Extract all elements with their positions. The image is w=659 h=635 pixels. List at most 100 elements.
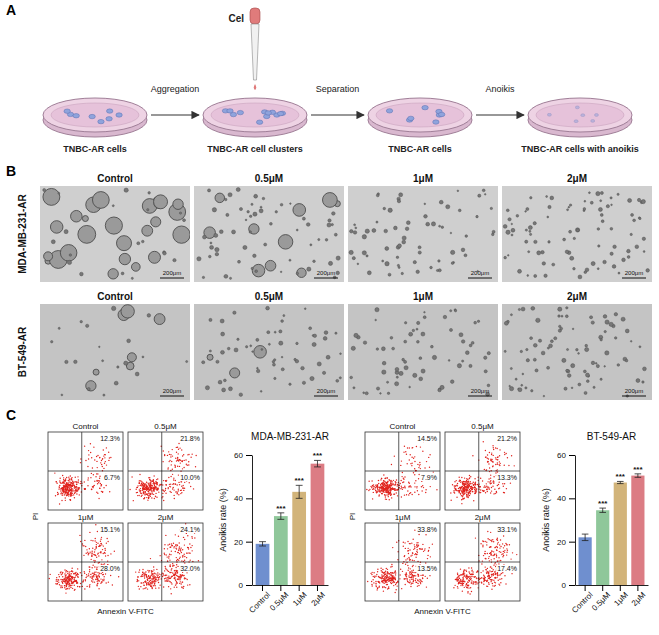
single-cell [365, 229, 369, 233]
flow-event [68, 476, 69, 477]
flow-event [143, 491, 144, 492]
flow-event [97, 553, 98, 554]
flow-event [156, 484, 157, 485]
flow-event [102, 458, 103, 459]
flow-event [61, 585, 62, 586]
flow-event [70, 485, 71, 486]
flow-event [143, 584, 144, 585]
single-cell [401, 272, 403, 274]
single-cell [229, 277, 231, 279]
flow-event [170, 578, 171, 579]
flow-event [181, 449, 182, 450]
flow-event [91, 580, 92, 581]
flow-event [61, 574, 62, 575]
flow-event [69, 580, 70, 581]
flow-event [175, 572, 176, 573]
flow-event [168, 577, 169, 578]
single-cell [326, 355, 330, 359]
label-patch [179, 435, 201, 442]
flow-event [70, 494, 71, 495]
flow-event [68, 574, 69, 575]
flow-event [69, 583, 70, 584]
flow-event [65, 497, 66, 498]
single-cell [202, 361, 205, 364]
flow-event [176, 583, 177, 584]
flow-event [100, 583, 101, 584]
flow-event [65, 592, 66, 593]
flow-event [149, 577, 150, 578]
flow-event [147, 579, 148, 580]
flow-event [86, 553, 87, 554]
single-cell [86, 324, 89, 327]
single-cell [212, 208, 216, 212]
cell-cluster [142, 225, 153, 236]
flow-event [87, 479, 88, 480]
flow-event [68, 483, 69, 484]
flow-event [146, 486, 147, 487]
flow-event [156, 577, 157, 578]
flow-event [143, 483, 144, 484]
single-cell [563, 238, 566, 241]
single-cell [558, 307, 562, 311]
flow-event [112, 584, 113, 585]
flow-event [168, 451, 169, 452]
flow-event [71, 583, 72, 584]
flow-event [150, 580, 151, 581]
flow-event [153, 491, 154, 492]
flow-event [174, 575, 175, 576]
flow-event [69, 485, 70, 486]
flow-event [174, 498, 175, 499]
flow-event [67, 489, 68, 490]
flow-event [170, 456, 171, 457]
flow-event [165, 488, 166, 489]
flow-event [170, 588, 171, 589]
flow-event [62, 583, 63, 584]
flow-event [70, 578, 71, 579]
stage-label: TNBC-AR cells [388, 144, 452, 154]
flow-event [148, 490, 149, 491]
cell-cluster [249, 224, 259, 234]
flow-event [155, 496, 156, 497]
single-cell [432, 355, 436, 359]
flow-event [151, 587, 152, 588]
flow-event [156, 579, 157, 580]
single-cell [250, 345, 252, 347]
flow-event [63, 485, 64, 486]
cell-icon [107, 109, 113, 113]
single-cell [590, 316, 593, 319]
flow-event [159, 584, 160, 585]
flow-event [145, 487, 146, 488]
single-cell [469, 344, 472, 347]
flow-event [173, 479, 174, 480]
flow-event [153, 566, 154, 567]
flow-event [68, 490, 69, 491]
flow-event [144, 575, 145, 576]
single-cell [207, 189, 210, 192]
flow-event [151, 486, 152, 487]
flow-event [70, 489, 71, 490]
flow-event [180, 490, 181, 491]
single-cell [478, 194, 481, 197]
single-cell [350, 229, 354, 233]
flow-event [149, 578, 150, 579]
flow-event [61, 488, 62, 489]
flow-plot: 24.1%32.0% [128, 523, 203, 601]
flow-event [176, 582, 177, 583]
flow-event [89, 548, 90, 549]
flow-event [172, 484, 173, 485]
flow-event [92, 467, 93, 468]
flow-event [101, 460, 102, 461]
single-cell [147, 314, 151, 318]
flow-event [159, 485, 160, 486]
single-cell [525, 229, 527, 231]
flow-event [70, 493, 71, 494]
flow-event [70, 493, 71, 494]
flow-event [114, 550, 115, 551]
flow-event [100, 573, 101, 574]
flow-event [95, 524, 96, 525]
flow-event [70, 485, 71, 486]
flow-event [86, 575, 87, 576]
single-cell [573, 237, 575, 239]
flow-event [169, 572, 170, 573]
single-cell [610, 227, 613, 230]
